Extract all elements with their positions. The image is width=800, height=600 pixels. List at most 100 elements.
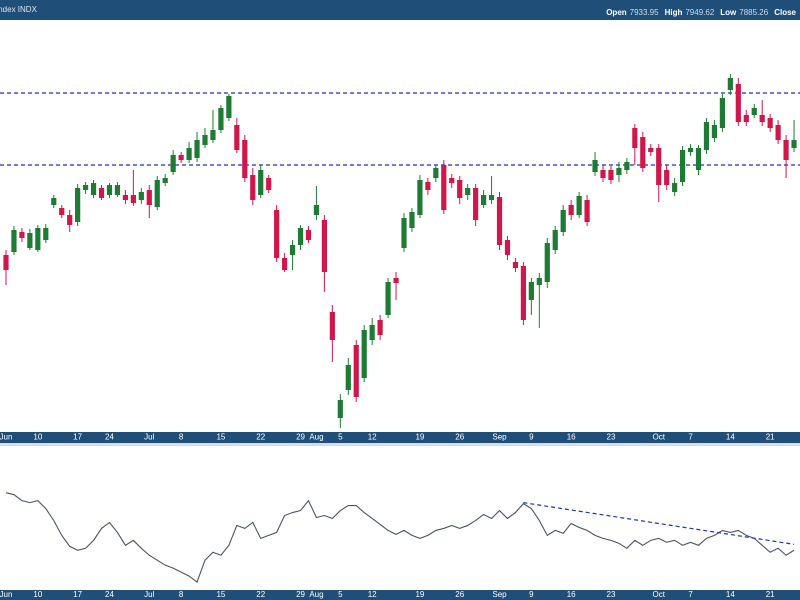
candle-body [75, 188, 81, 222]
candle-body [624, 162, 630, 170]
candle-body [337, 400, 343, 418]
candle-body [226, 96, 232, 118]
quote-label: Open [606, 8, 627, 17]
quote-value: 7949.62 [685, 8, 714, 17]
candle-body [703, 122, 710, 150]
x-tick-label: 12 [368, 590, 377, 599]
candle-body [656, 148, 662, 185]
candle-body [512, 262, 519, 268]
x-tick-label: 12 [368, 433, 377, 442]
candle-body [473, 188, 479, 220]
candle-body [719, 98, 725, 128]
candle-body [130, 195, 136, 203]
candle-body [672, 183, 678, 192]
candle-body [393, 278, 399, 283]
candle-body [202, 135, 208, 145]
candle-body [481, 195, 487, 205]
candle-body [218, 108, 224, 130]
candle-body [441, 165, 447, 210]
candle-body [465, 188, 471, 195]
candle-body [425, 182, 431, 190]
candle-body [242, 140, 248, 178]
quote-label: Close [774, 8, 796, 17]
x-tick-label: Jul [144, 590, 154, 599]
candle-body [433, 168, 439, 178]
x-axis-bar [0, 432, 800, 443]
x-tick-label: 23 [607, 590, 616, 599]
candle-body [67, 215, 73, 225]
candle-body [258, 170, 264, 195]
candle-body [138, 192, 144, 200]
candle-body [194, 140, 200, 158]
candle-body [767, 118, 773, 128]
candle-body [560, 210, 566, 232]
x-tick-label: 22 [256, 590, 265, 599]
candle-body [743, 115, 749, 122]
candle-body [759, 115, 765, 122]
candle-body [329, 312, 335, 340]
x-tick-label: 21 [766, 433, 775, 442]
candle-body [274, 210, 280, 258]
candle-body [234, 125, 240, 150]
x-tick-label: 14 [726, 433, 735, 442]
x-tick-label: 10 [33, 590, 42, 599]
x-tick-label: 7 [688, 433, 693, 442]
candle-body [3, 255, 9, 270]
candle-body [305, 230, 312, 240]
quote-label: High [665, 8, 683, 17]
candle-body [250, 175, 256, 200]
candle-body [600, 170, 606, 178]
x-tick-label: 7 [688, 590, 693, 599]
candle-body [520, 266, 526, 320]
quote-label: Low [720, 8, 737, 17]
candle-body [409, 212, 415, 228]
symbol: Index INDX [0, 5, 38, 14]
x-axis-bar [0, 590, 800, 600]
candle-body [576, 196, 582, 215]
candle-body [457, 180, 463, 198]
indicator-line [5, 492, 795, 583]
quote-value: 7933.95 [630, 8, 659, 17]
candle-body [210, 130, 216, 140]
candle-body [488, 195, 495, 200]
x-tick-label: 9 [529, 433, 534, 442]
x-tick-label: Oct [652, 433, 665, 442]
x-tick-label: 9 [529, 590, 534, 599]
candle-body [122, 195, 128, 200]
candle-body [449, 178, 455, 183]
candle-body [401, 218, 407, 248]
x-tick-label: 24 [105, 590, 114, 599]
x-tick-label: 29 [296, 433, 305, 442]
candle-body [27, 233, 33, 248]
candle-body [313, 205, 320, 215]
candle-body [83, 185, 89, 190]
candle-body [496, 197, 503, 245]
candle-body [297, 228, 304, 245]
x-tick-label: Jun [0, 590, 12, 599]
candle-body [775, 125, 781, 140]
x-tick-label: 8 [179, 590, 184, 599]
x-tick-label: Aug [309, 590, 323, 599]
candle-body [90, 183, 97, 195]
candle-body [536, 278, 542, 285]
candle-body [711, 125, 718, 138]
candle-body [504, 240, 511, 255]
candle-body [114, 185, 121, 195]
trend-line [523, 502, 795, 545]
candle-body [584, 200, 590, 222]
candle-body [783, 140, 789, 160]
x-tick-label: 10 [33, 433, 42, 442]
candle-body [417, 180, 423, 215]
x-tick-label: Jul [144, 433, 154, 442]
candle-body [51, 198, 57, 205]
x-tick-label: Aug [309, 433, 323, 442]
candle-body [289, 245, 296, 255]
candle-body [664, 170, 670, 185]
candle-body [146, 190, 152, 205]
candle-body [528, 282, 534, 300]
x-tick-label: 24 [105, 433, 114, 442]
candle-body [98, 188, 105, 198]
candle-body [282, 258, 288, 270]
